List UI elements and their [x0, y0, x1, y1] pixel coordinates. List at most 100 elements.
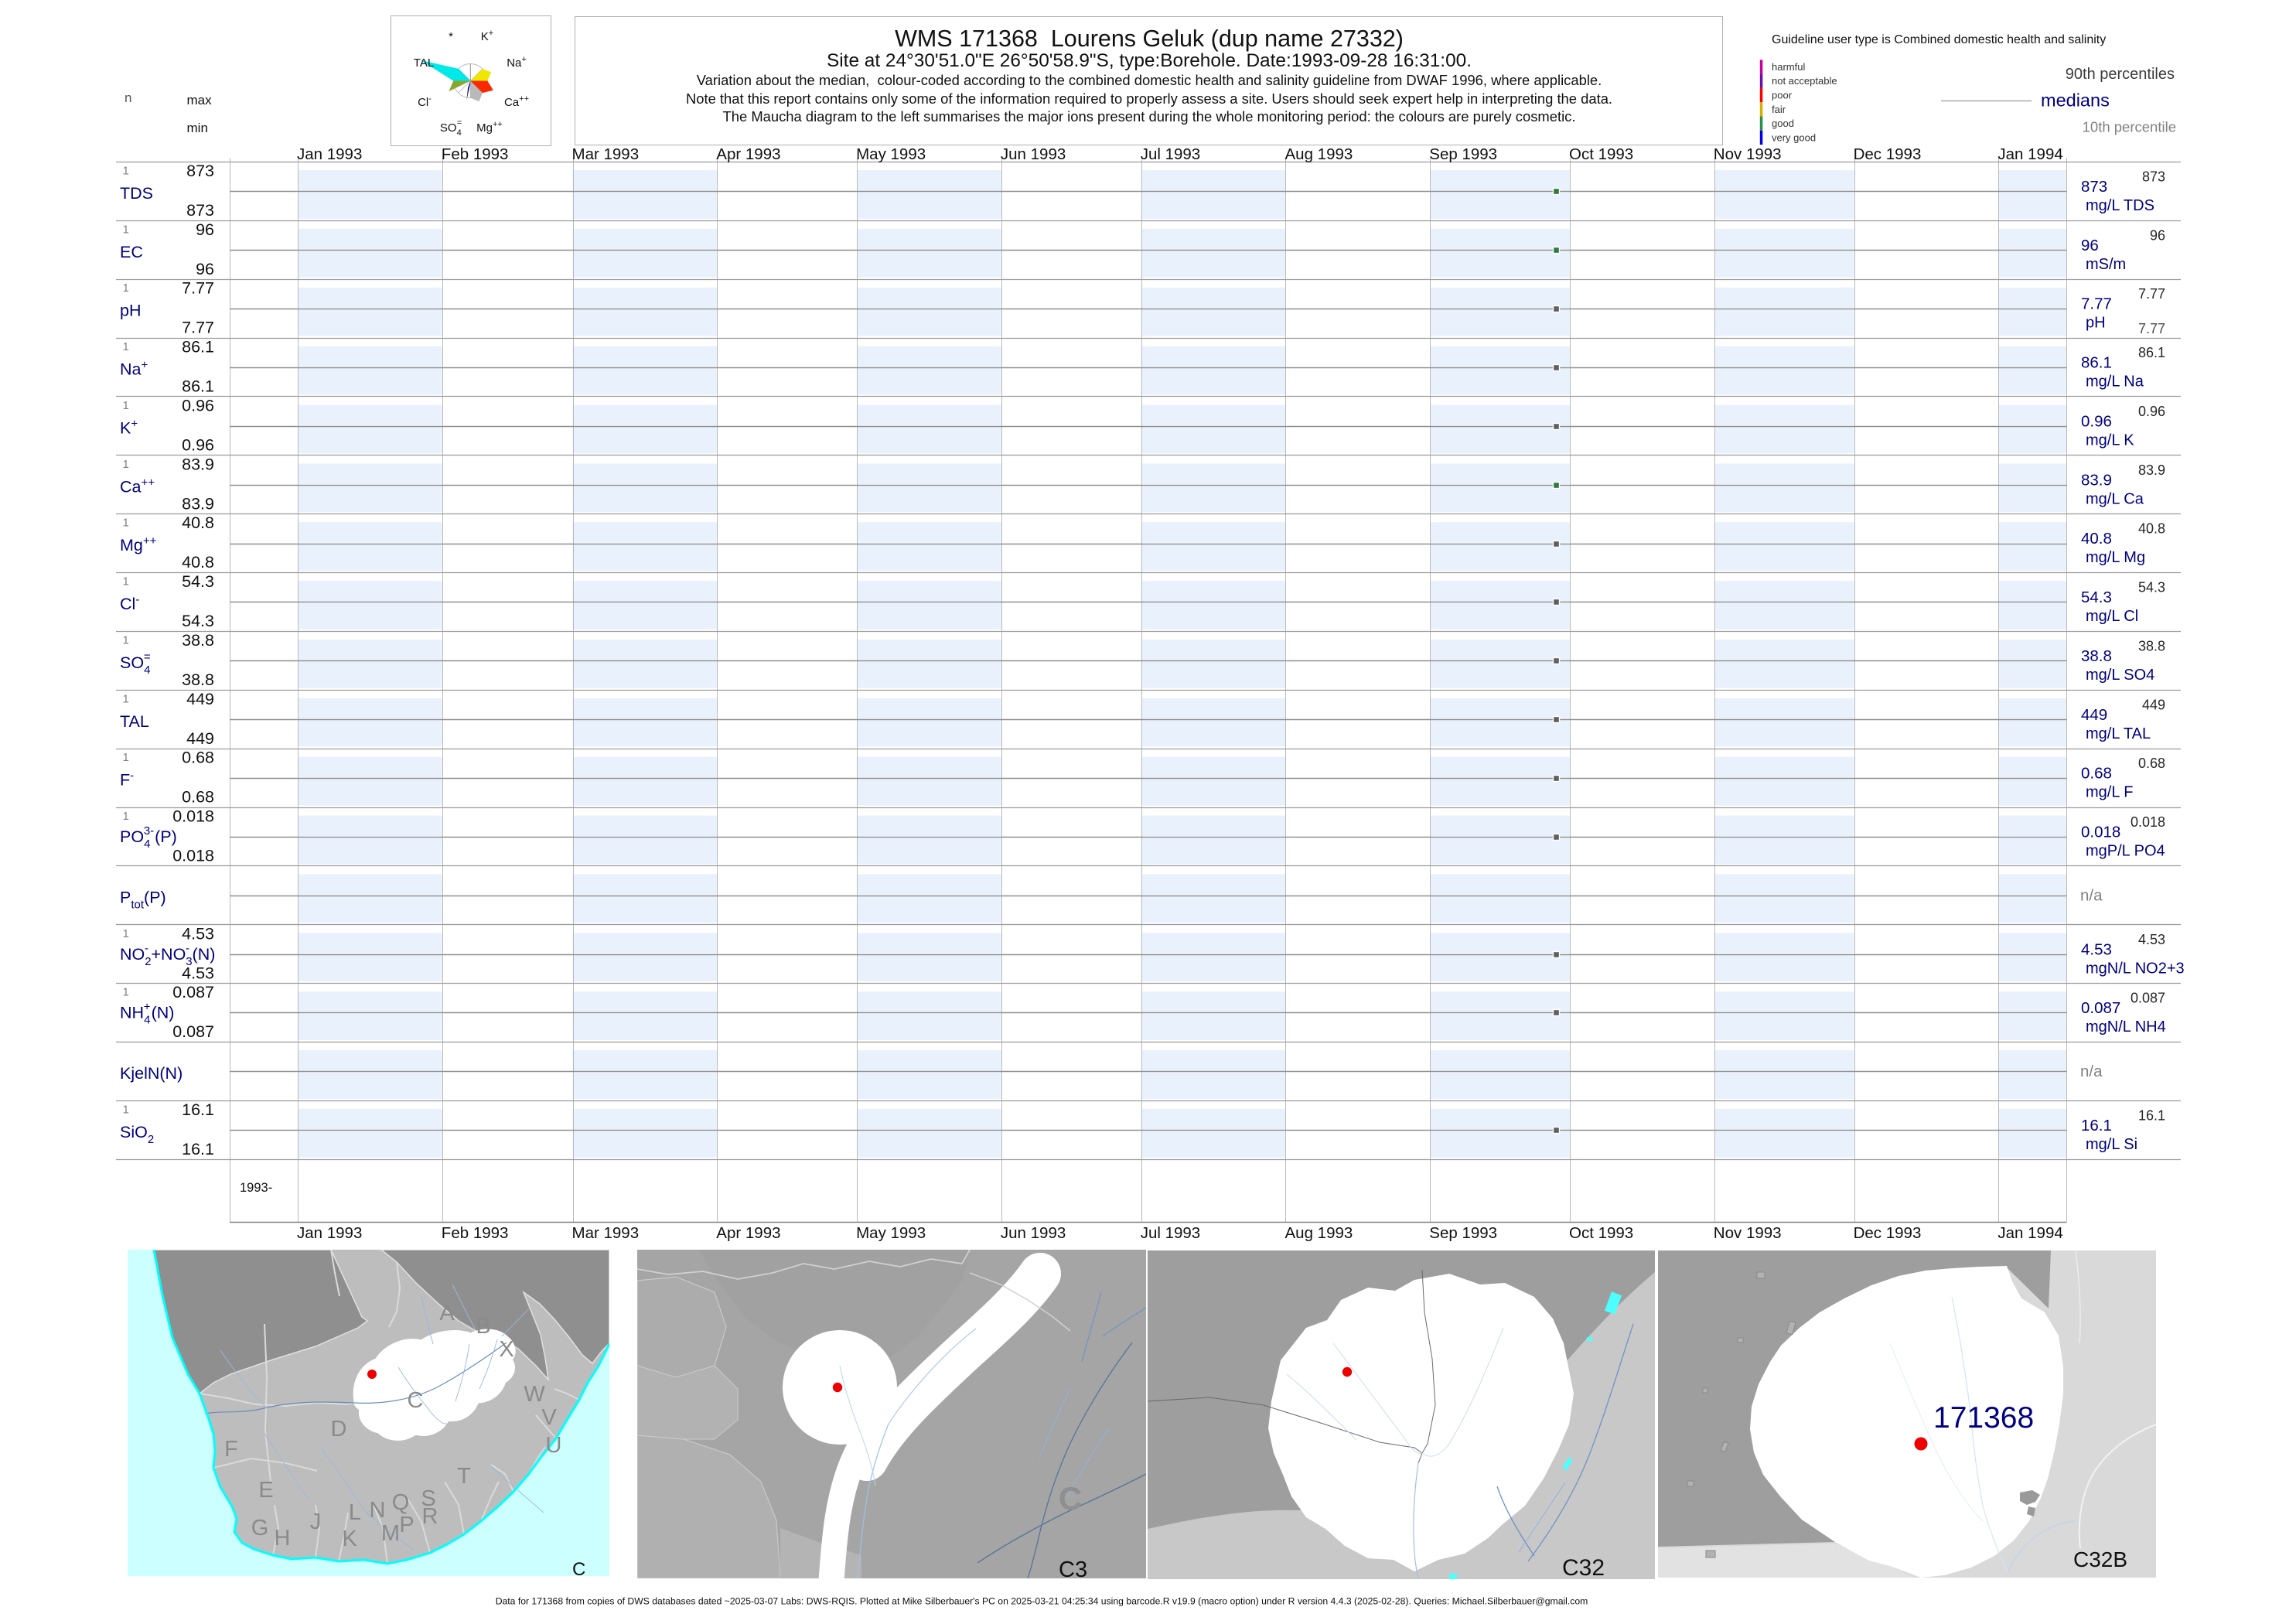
svg-text:very good: very good	[1772, 132, 1816, 144]
svg-text:16.1: 16.1	[182, 1140, 214, 1158]
svg-text:C32B: C32B	[2073, 1547, 2127, 1571]
svg-text:not acceptable: not acceptable	[1772, 75, 1837, 87]
svg-text:40.8: 40.8	[182, 553, 214, 571]
svg-text:83.9: 83.9	[2081, 471, 2112, 489]
svg-text:Oct 1993: Oct 1993	[1569, 1224, 1633, 1242]
svg-text:54.3: 54.3	[2081, 589, 2112, 606]
svg-text:0.68: 0.68	[182, 749, 214, 767]
svg-text:WMS 171368 Lourens Geluk (dup: WMS 171368 Lourens Geluk (dup name 27332…	[895, 26, 1404, 52]
svg-text:0.018: 0.018	[2081, 824, 2120, 841]
svg-text:Aug 1993: Aug 1993	[1285, 145, 1353, 163]
svg-text:86.1: 86.1	[2081, 354, 2112, 372]
svg-text:G: G	[251, 1516, 269, 1540]
svg-text:n: n	[125, 90, 131, 105]
svg-text:38.8: 38.8	[182, 631, 214, 650]
svg-text:mg/L SO4: mg/L SO4	[2086, 667, 2154, 684]
svg-text:Jun 1993: Jun 1993	[1001, 1224, 1066, 1242]
svg-text:B: B	[476, 1314, 490, 1339]
svg-text:mg/L K: mg/L K	[2086, 432, 2134, 449]
svg-text:Variation about the median, c: Variation about the median, colour-coded…	[697, 72, 1602, 88]
svg-text:38.8: 38.8	[182, 670, 214, 689]
svg-text:TAL: TAL	[120, 712, 149, 731]
svg-text:Jul 1993: Jul 1993	[1141, 145, 1201, 163]
svg-text:mS/m: mS/m	[2086, 256, 2126, 273]
svg-text:0.96: 0.96	[182, 436, 214, 455]
svg-text:mgN/L NO2+3: mgN/L NO2+3	[2086, 960, 2185, 977]
svg-text:0.018: 0.018	[2131, 814, 2165, 830]
svg-text:mg/L Na: mg/L Na	[2086, 374, 2144, 391]
svg-text:D: D	[331, 1417, 347, 1441]
svg-text:0.018: 0.018	[172, 847, 214, 865]
svg-text:Jan 1994: Jan 1994	[1997, 1224, 2062, 1242]
svg-text:873: 873	[2081, 178, 2107, 196]
svg-text:P: P	[399, 1513, 414, 1537]
svg-text:96: 96	[196, 260, 214, 278]
svg-text:Aug 1993: Aug 1993	[1285, 1224, 1353, 1242]
svg-text:86.1: 86.1	[2138, 345, 2165, 360]
svg-text:40.8: 40.8	[2138, 521, 2165, 537]
svg-text:Apr 1993: Apr 1993	[716, 145, 780, 163]
svg-text:Sep 1993: Sep 1993	[1429, 1224, 1497, 1242]
svg-text:1: 1	[123, 223, 129, 236]
svg-text:83.9: 83.9	[182, 494, 214, 513]
svg-text:Nov 1993: Nov 1993	[1714, 145, 1782, 163]
svg-text:1: 1	[123, 810, 129, 823]
svg-text:0.96: 0.96	[182, 397, 214, 415]
svg-text:1: 1	[123, 340, 129, 353]
svg-text:7.77: 7.77	[2081, 295, 2112, 313]
svg-text:max: max	[187, 93, 213, 107]
svg-text:1: 1	[123, 575, 129, 589]
svg-text:X: X	[499, 1337, 513, 1362]
svg-text:873: 873	[186, 201, 214, 220]
svg-text:83.9: 83.9	[2138, 462, 2165, 478]
svg-text:Q: Q	[392, 1490, 410, 1515]
svg-text:n/a: n/a	[2080, 886, 2103, 904]
svg-text:Sep 1993: Sep 1993	[1429, 145, 1497, 163]
svg-text:0.087: 0.087	[172, 1022, 214, 1041]
svg-text:Mar 1993: Mar 1993	[572, 1224, 640, 1242]
svg-text:4.53: 4.53	[182, 964, 214, 982]
svg-text:TAL: TAL	[414, 56, 434, 70]
svg-text:pH: pH	[120, 302, 141, 320]
svg-text:38.8: 38.8	[2138, 639, 2165, 654]
svg-text:1: 1	[123, 517, 129, 530]
svg-text:Jul 1993: Jul 1993	[1141, 1224, 1201, 1242]
svg-text:0.96: 0.96	[2081, 413, 2112, 431]
svg-text:873: 873	[186, 162, 214, 180]
svg-text:1: 1	[123, 1103, 129, 1116]
svg-text:poor: poor	[1772, 90, 1793, 101]
svg-text:N: N	[370, 1498, 386, 1523]
svg-text:C: C	[572, 1559, 585, 1580]
svg-text:96: 96	[2081, 237, 2099, 254]
svg-text:38.8: 38.8	[2081, 647, 2112, 665]
svg-text:T: T	[457, 1464, 471, 1489]
svg-text:0.018: 0.018	[172, 807, 214, 826]
svg-text:Jan 1994: Jan 1994	[1997, 145, 2062, 163]
svg-text:90th percentiles: 90th percentiles	[2066, 66, 2175, 83]
svg-text:83.9: 83.9	[182, 455, 214, 473]
svg-text:171368: 171368	[1933, 1401, 2034, 1435]
svg-text:A: A	[439, 1301, 455, 1325]
svg-text:1993-: 1993-	[240, 1181, 272, 1195]
svg-text:873: 873	[2142, 169, 2165, 185]
svg-text:Feb 1993: Feb 1993	[442, 1224, 509, 1242]
svg-text:Dec 1993: Dec 1993	[1854, 1224, 1922, 1242]
svg-text:Mar 1993: Mar 1993	[572, 145, 640, 163]
svg-text:1: 1	[123, 165, 129, 178]
svg-text:449: 449	[186, 690, 214, 708]
svg-text:K: K	[342, 1527, 357, 1551]
svg-text:mg/L TAL: mg/L TAL	[2086, 725, 2151, 742]
svg-text:Jan 1993: Jan 1993	[297, 1224, 362, 1242]
svg-text:Note that this report contains: Note that this report contains only some…	[686, 90, 1612, 107]
svg-text:Ca++: Ca++	[120, 476, 155, 496]
svg-text:SO4=: SO4=	[440, 118, 462, 138]
svg-text:40.8: 40.8	[182, 513, 214, 532]
svg-text:96: 96	[196, 220, 214, 239]
svg-text:mg/L Mg: mg/L Mg	[2086, 549, 2145, 566]
svg-text:54.3: 54.3	[182, 612, 214, 630]
svg-text:KjelN(N): KjelN(N)	[120, 1064, 183, 1083]
svg-text:Cl-: Cl-	[418, 94, 432, 109]
svg-text:H: H	[275, 1526, 291, 1551]
svg-text:U: U	[546, 1433, 562, 1458]
svg-text:4.53: 4.53	[2138, 932, 2165, 947]
